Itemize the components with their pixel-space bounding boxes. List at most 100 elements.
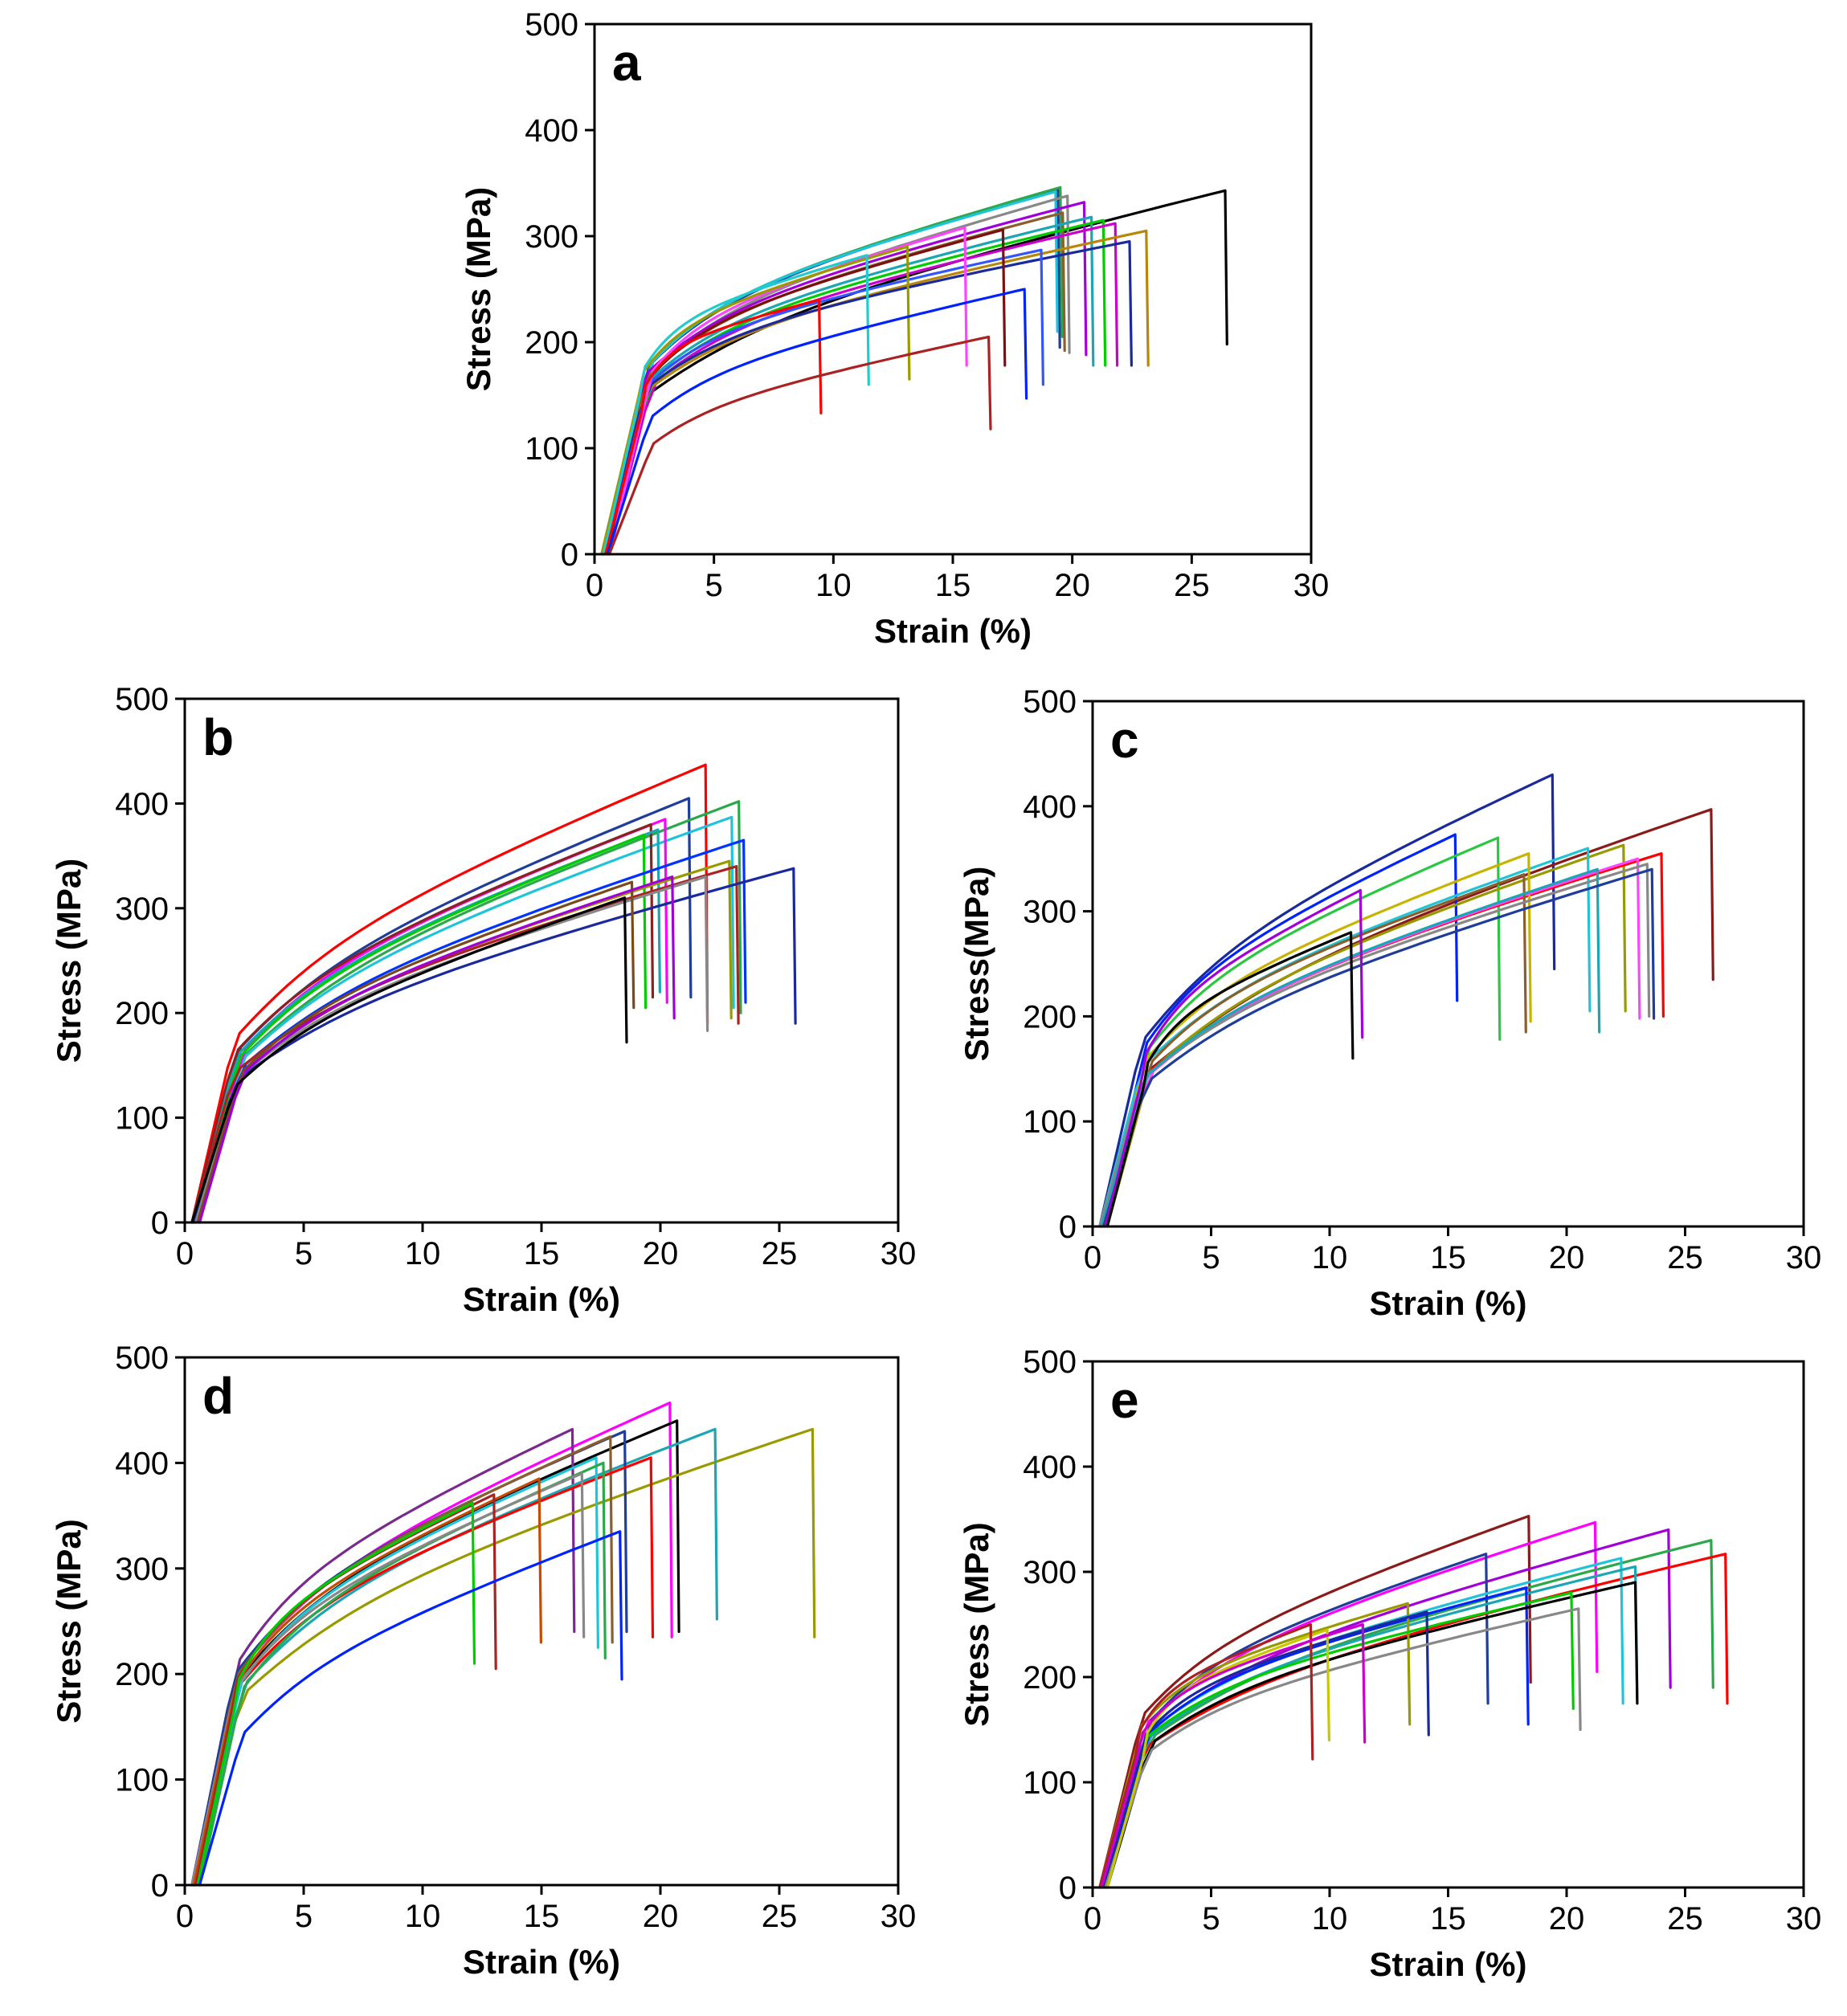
series-s17: [1100, 1622, 1367, 1889]
y-tick-label: 100: [525, 431, 578, 467]
x-tick-label: 25: [1667, 1240, 1703, 1275]
y-tick-label: 200: [525, 325, 578, 361]
series-s12: [1100, 867, 1601, 1228]
x-tick-label: 30: [1293, 568, 1330, 603]
y-tick-label: 400: [115, 1446, 169, 1481]
curves: [190, 763, 797, 1224]
series-s2: [192, 797, 693, 1224]
x-tick-label: 15: [1430, 1240, 1466, 1275]
x-tick-label: 30: [1786, 1240, 1822, 1275]
panel-label: a: [612, 34, 641, 92]
x-tick-label: 10: [1312, 1240, 1348, 1275]
curves: [1098, 773, 1714, 1228]
series-s15: [1105, 931, 1355, 1228]
x-tick-label: 5: [1202, 1901, 1220, 1936]
y-axis-title: Stress (MPa): [50, 1519, 88, 1723]
x-tick-label: 5: [705, 568, 723, 603]
series-s19: [606, 288, 1028, 556]
panel-label: d: [202, 1367, 234, 1425]
series-s11: [190, 1471, 586, 1887]
series-s12: [602, 240, 1133, 556]
series-s11: [1098, 863, 1651, 1228]
x-tick-label: 10: [1312, 1901, 1348, 1936]
x-tick-label: 20: [1549, 1240, 1585, 1275]
series-s13: [604, 248, 1044, 556]
panel-label: c: [1110, 711, 1139, 769]
curves: [1098, 1515, 1729, 1889]
x-tick-label: 25: [762, 1899, 798, 1934]
series-s15: [198, 1530, 623, 1887]
x-tick-label: 5: [295, 1899, 313, 1934]
y-tick-label: 500: [1023, 1345, 1077, 1380]
x-tick-label: 0: [1084, 1240, 1101, 1275]
y-tick-label: 200: [115, 1657, 169, 1692]
x-tick-label: 10: [405, 1899, 441, 1934]
x-tick-label: 10: [405, 1236, 441, 1271]
x-tick-label: 20: [1549, 1901, 1585, 1936]
x-tick-label: 0: [176, 1899, 194, 1934]
y-tick-label: 500: [115, 1341, 169, 1376]
series-s12: [1100, 1591, 1575, 1889]
x-tick-label: 20: [643, 1899, 679, 1934]
curves: [190, 1401, 816, 1887]
series-s8: [1102, 852, 1532, 1228]
y-axis-title: Stress (MPa): [958, 1522, 995, 1726]
series-s7: [192, 1435, 614, 1887]
y-axis-title: Stress (MPa): [50, 859, 88, 1063]
x-tick-label: 20: [1054, 568, 1090, 603]
panel-label: e: [1110, 1371, 1139, 1429]
y-tick-label: 0: [151, 1206, 169, 1241]
series-s20: [607, 335, 992, 556]
x-tick-label: 30: [881, 1236, 917, 1271]
y-axis-title: Stress(MPa): [958, 867, 995, 1062]
series-s10: [607, 222, 1119, 556]
x-tick-label: 0: [176, 1236, 194, 1271]
x-tick-label: 0: [1084, 1901, 1101, 1936]
y-tick-label: 400: [115, 786, 169, 822]
series-s12: [192, 867, 797, 1224]
series-s9: [1104, 1586, 1530, 1889]
x-tick-label: 15: [935, 568, 971, 603]
series-s17: [602, 254, 870, 556]
x-tick-label: 5: [1202, 1240, 1220, 1275]
plot-frame: [593, 22, 1313, 556]
y-tick-label: 500: [525, 7, 578, 43]
series-s15: [198, 875, 676, 1224]
series-s14: [606, 228, 1007, 556]
series-s14: [196, 880, 635, 1224]
x-axis-title: Strain (%): [874, 612, 1032, 650]
y-tick-label: 400: [525, 113, 578, 149]
series-s16: [1098, 1622, 1314, 1889]
y-tick-label: 0: [151, 1868, 169, 1904]
series-s1: [1098, 1515, 1532, 1889]
series-s10: [1105, 873, 1527, 1228]
y-tick-label: 300: [525, 219, 578, 255]
x-tick-label: 15: [1430, 1901, 1466, 1936]
y-tick-label: 100: [1023, 1765, 1077, 1801]
x-tick-label: 20: [643, 1236, 679, 1271]
series-s13: [1102, 867, 1656, 1228]
plot-frame: [1091, 700, 1805, 1228]
series-s3: [194, 1427, 576, 1887]
series-s2: [1100, 1520, 1599, 1889]
series-s14: [196, 1501, 476, 1887]
x-tick-label: 5: [295, 1236, 313, 1271]
x-tick-label: 15: [524, 1899, 560, 1934]
series-s11: [600, 229, 1150, 556]
series-s5: [198, 818, 668, 1224]
y-tick-label: 300: [115, 1552, 169, 1587]
y-tick-label: 300: [1023, 1555, 1077, 1590]
x-tick-label: 15: [524, 1236, 560, 1271]
series-s9: [196, 839, 747, 1224]
series-s16: [190, 896, 628, 1224]
y-tick-label: 400: [1023, 1450, 1077, 1485]
series-s6: [1098, 1553, 1729, 1889]
series-s1: [190, 763, 709, 1224]
series-s18: [604, 298, 823, 556]
y-tick-label: 200: [1023, 1660, 1077, 1696]
series-s1: [600, 189, 1228, 556]
y-tick-label: 400: [1023, 790, 1077, 825]
